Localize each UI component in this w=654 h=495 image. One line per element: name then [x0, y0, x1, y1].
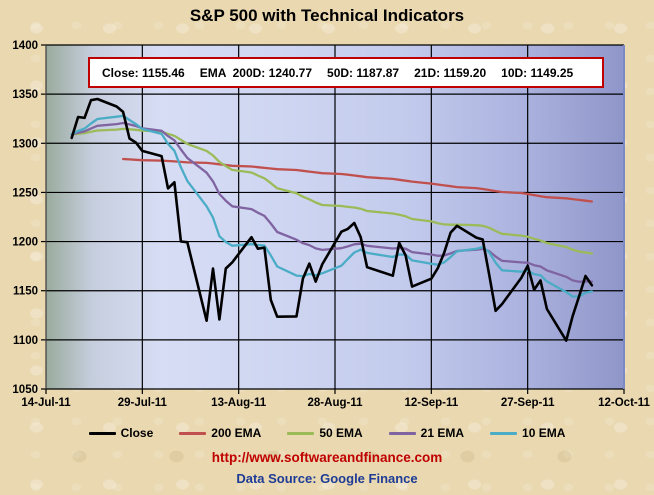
- chart-title: S&P 500 with Technical Indicators: [189, 6, 465, 25]
- legend-item-label: Close: [120, 426, 154, 440]
- series-line-close: [70, 97, 594, 342]
- legend-item-10-ema: 10 EMA: [490, 426, 565, 440]
- info-segment: 50D: 1187.87: [327, 65, 400, 80]
- y-axis-tick-label: 1150: [13, 286, 38, 298]
- y-axis-tick-label: 1250: [12, 187, 38, 199]
- legend-item-label: 50 EMA: [319, 426, 363, 440]
- data-source: Data Source: Google Finance: [236, 471, 418, 486]
- info-segment: Close: 1155.46: [102, 65, 185, 80]
- series-line-200-ema: [121, 157, 594, 203]
- legend-swatch: [490, 431, 518, 435]
- x-axis-tick-label: 12-Oct-11: [598, 397, 650, 409]
- legend-swatch: [88, 431, 116, 435]
- website-url: http://www.softwareandfinance.com: [211, 450, 443, 465]
- y-axis-tick-label: 1350: [12, 89, 38, 101]
- legend-item-label: 200 EMA: [211, 426, 262, 440]
- info-segment: EMA 200D: 1240.77: [199, 65, 313, 80]
- legend-item-label: 21 EMA: [420, 426, 465, 440]
- x-axis-tick-label: 29-Jul-11: [118, 397, 168, 409]
- x-axis-tick-label: 14-Jul-11: [21, 397, 71, 409]
- series-line-10-ema: [70, 114, 594, 298]
- price-chart: 1050 1100 1150 1200 1250 1300 1350 1400 14-Jul-1…: [12, 40, 650, 409]
- info-segment: 21D: 1159.20: [414, 65, 487, 80]
- info-segment: 10D: 1149.25: [501, 65, 574, 80]
- plot-area: 1050 1100 1150 1200 1250 1300 1350 1400 14-Jul-1…: [12, 40, 650, 409]
- series-line-21-ema: [70, 121, 594, 283]
- indicator-info-box: Close: 1155.46 EMA 200D: 1240.77 50D: 1187…: [88, 57, 604, 88]
- legend-item-200-ema: 200 EMA: [179, 426, 261, 440]
- legend-item-50-ema: 50 EMA: [287, 426, 363, 440]
- y-axis-tick-label: 1400: [12, 40, 38, 52]
- y-axis-tick-label: 1200: [12, 237, 38, 249]
- x-axis-tick-label: 27-Sep-11: [501, 397, 555, 409]
- legend-item-close: Close: [88, 426, 154, 440]
- x-axis-tick-label: 28-Aug-11: [308, 397, 364, 409]
- legend-swatch: [388, 431, 416, 435]
- x-axis-tick-label: 13-Aug-11: [211, 397, 267, 409]
- y-axis-tick-label: 1100: [13, 335, 38, 347]
- y-axis-tick-label: 1300: [12, 138, 38, 150]
- y-axis-tick-label: 1050: [12, 384, 38, 396]
- x-axis-tick-label: 12-Sep-11: [404, 397, 458, 409]
- legend-item-label: 10 EMA: [522, 426, 566, 440]
- legend-swatch: [287, 431, 315, 435]
- chart-legend: Close 200 EMA 50 EMA 21 EMA 10 EMA: [0, 423, 654, 443]
- legend-item-21-ema: 21 EMA: [388, 426, 465, 440]
- legend-swatch: [179, 431, 207, 435]
